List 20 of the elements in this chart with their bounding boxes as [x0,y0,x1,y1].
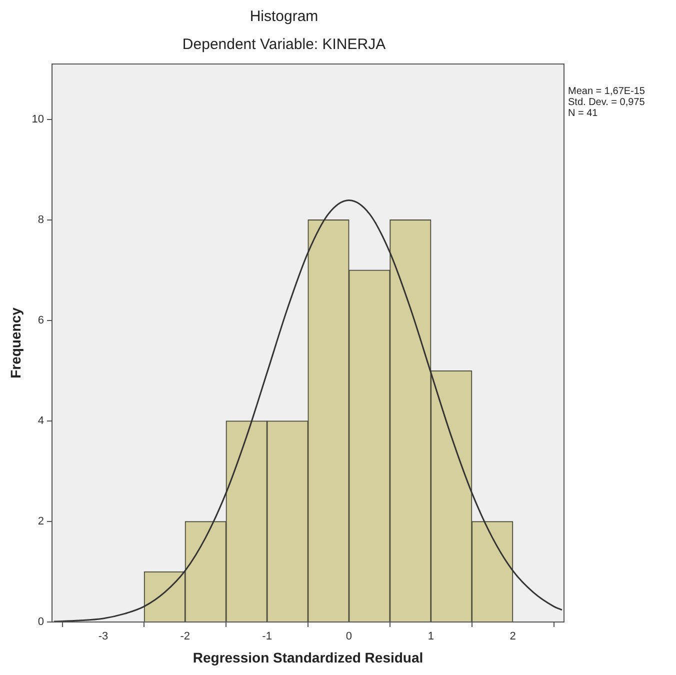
y-tick-label: 0 [38,616,44,628]
x-tick-label: -3 [98,630,108,643]
y-tick-label: 4 [38,414,44,427]
chart-subtitle: Dependent Variable: KINERJA [182,36,386,54]
text: Mean = 1,67E-15 [568,86,645,97]
x-tick-label: 2 [510,630,516,643]
line-series [53,199,563,622]
y-axis-title: Frequency [7,307,24,378]
chart-title: Histogram [250,8,318,26]
x-tick-label: 1 [428,630,434,643]
x-tick-label: 0 [346,630,352,643]
x-tick-label: -1 [262,630,272,643]
y-tick-label: 8 [38,214,44,226]
text: N = 41 [568,108,599,119]
y-tick-label: 10 [32,113,44,126]
y-tick-label: 2 [38,515,44,528]
x-tick-label: -2 [180,630,190,643]
x-axis-title: Regression Standardized Residual [192,649,424,666]
y-tick-label: 6 [38,314,44,326]
text: Std. Dev. = 0,975 [568,97,645,108]
